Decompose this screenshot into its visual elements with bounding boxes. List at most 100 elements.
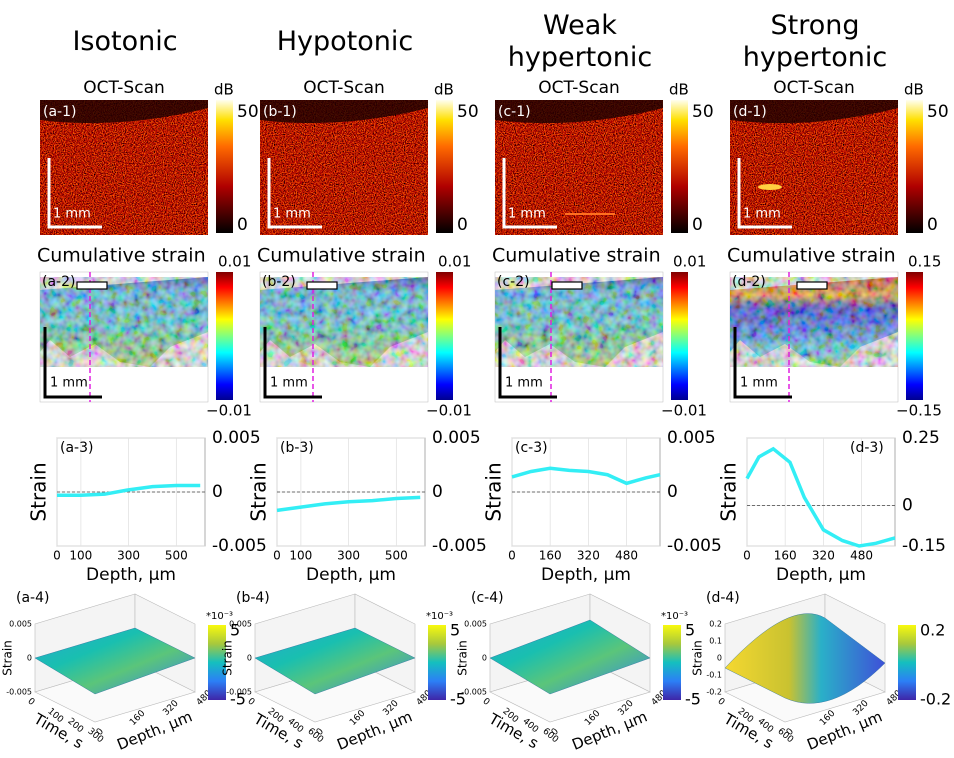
x-axis-label: Depth, µm bbox=[86, 565, 176, 585]
colorbar-label: 0 bbox=[927, 215, 938, 235]
x-tick-label: 320 bbox=[812, 549, 835, 563]
time-tick-label: 0 bbox=[25, 697, 36, 709]
oct-title: OCT-Scan bbox=[303, 78, 385, 98]
depth-axis-label: Depth, µm bbox=[114, 707, 194, 753]
x-axis-label: Depth, µm bbox=[776, 565, 866, 585]
z-tick-label: -0.005 bbox=[461, 688, 487, 697]
z-tick-label: -0.2 bbox=[706, 688, 722, 697]
depth-tick-label: 0 bbox=[95, 727, 106, 738]
scale-label: 1 mm bbox=[53, 207, 91, 222]
oct-top-dark bbox=[495, 100, 663, 124]
y-axis-label: Strain bbox=[482, 462, 506, 521]
oct-reflection bbox=[565, 213, 615, 215]
scale-label: 1 mm bbox=[505, 376, 543, 391]
depth-axis-label: Depth, µm bbox=[804, 707, 884, 753]
z-tick-label: 0.1 bbox=[709, 637, 722, 646]
depth-tick-label: 0 bbox=[550, 727, 561, 738]
colorbar-label: 0.01 bbox=[218, 253, 251, 271]
colorbar bbox=[671, 100, 688, 233]
oct-title: OCT-Scan bbox=[773, 78, 855, 98]
colorbar-unit: dB bbox=[669, 81, 689, 99]
colorbar-label: 5 bbox=[450, 621, 460, 640]
oct-title: OCT-Scan bbox=[538, 78, 620, 98]
colorbar-label: 50 bbox=[692, 102, 714, 122]
y-axis-label: Strain bbox=[27, 462, 51, 521]
y-axis-label: Strain bbox=[717, 462, 741, 521]
scale-bar bbox=[43, 327, 102, 399]
probe-window bbox=[76, 281, 108, 290]
x-tick-label: 320 bbox=[577, 549, 600, 563]
colorbar-label: 5 bbox=[685, 621, 695, 640]
colorbar-label: 0.15 bbox=[908, 253, 941, 271]
colorbar-unit: dB bbox=[214, 81, 234, 99]
probe-window bbox=[796, 281, 828, 290]
x-tick-label: 100 bbox=[289, 549, 312, 563]
x-tick-label: 0 bbox=[53, 549, 61, 563]
scale-label: 1 mm bbox=[508, 207, 546, 222]
panel-label: (a-4) bbox=[16, 590, 49, 606]
colorbar-label: −0.01 bbox=[661, 402, 707, 420]
surface bbox=[34, 627, 196, 695]
panel-label: (d-3) bbox=[850, 440, 884, 456]
x-tick-label: 0 bbox=[273, 549, 281, 563]
z-tick-label: 0 bbox=[247, 654, 252, 663]
time-tick-label: 0 bbox=[715, 697, 726, 709]
y-tick-label: 0 bbox=[902, 496, 913, 516]
colorbar-label: 0 bbox=[457, 215, 468, 235]
scale-label: 1 mm bbox=[270, 376, 308, 391]
panel-label: (b-1) bbox=[263, 104, 297, 120]
column-title: Strong hypertonic bbox=[742, 10, 888, 73]
column-title: Hypotonic bbox=[276, 26, 414, 57]
oct-top-dark bbox=[260, 100, 428, 124]
colorbar-label: -5 bbox=[685, 690, 701, 709]
scale-bar bbox=[502, 158, 557, 229]
x-axis-label: Depth, µm bbox=[541, 565, 631, 585]
y-tick-label: 0 bbox=[667, 482, 678, 502]
oct-top-dark bbox=[40, 100, 208, 124]
colorbar bbox=[906, 272, 923, 400]
x-tick-label: 500 bbox=[165, 549, 188, 563]
x-tick-label: 300 bbox=[337, 549, 360, 563]
colorbar-label: -0.2 bbox=[920, 690, 951, 709]
colorbar bbox=[216, 272, 233, 400]
scale-bar bbox=[47, 158, 102, 229]
x-tick-label: 0 bbox=[743, 549, 751, 563]
colorbar-label: -5 bbox=[230, 690, 246, 709]
strain-map-texture bbox=[495, 277, 663, 367]
colorbar bbox=[663, 625, 681, 700]
depth-tick-label: 0 bbox=[315, 727, 326, 738]
colorbar-unit: dB bbox=[434, 81, 454, 99]
colorbar-label: -5 bbox=[450, 690, 466, 709]
colorbar bbox=[436, 100, 453, 233]
strain-map-texture bbox=[260, 277, 428, 367]
colorbar-exponent: *10⁻³ bbox=[661, 611, 688, 622]
y-tick-label: 0 bbox=[432, 482, 443, 502]
time-tick-label: 0 bbox=[480, 697, 491, 709]
colorbar-label: 50 bbox=[457, 102, 479, 122]
scale-bar bbox=[498, 327, 557, 399]
strain-line bbox=[57, 483, 201, 497]
colorbar bbox=[216, 100, 233, 233]
colorbar-label: −0.01 bbox=[426, 402, 472, 420]
y-axis-label: Strain bbox=[247, 462, 271, 521]
z-tick-label: -0.005 bbox=[6, 688, 32, 697]
colorbar-label: 50 bbox=[237, 102, 259, 122]
panel-label: (c-3) bbox=[515, 440, 548, 456]
colorbar bbox=[671, 272, 688, 400]
colorbar-label: 5 bbox=[230, 621, 240, 640]
surface bbox=[254, 627, 416, 695]
column-title: Isotonic bbox=[72, 26, 178, 57]
panel-label: (a-3) bbox=[60, 440, 93, 456]
panel-label: (c-1) bbox=[498, 104, 531, 120]
panel-label: (d-1) bbox=[733, 104, 767, 120]
y-tick-label: -0.15 bbox=[902, 536, 946, 556]
z-tick-label: 0.005 bbox=[229, 620, 252, 629]
strain-map-texture bbox=[730, 277, 898, 367]
z-tick-label: 0 bbox=[482, 654, 487, 663]
strain-map-texture bbox=[40, 277, 208, 367]
z-tick-label: -0.005 bbox=[226, 688, 252, 697]
colorbar-label: −0.15 bbox=[896, 402, 942, 420]
y-tick-label: -0.005 bbox=[432, 536, 487, 556]
